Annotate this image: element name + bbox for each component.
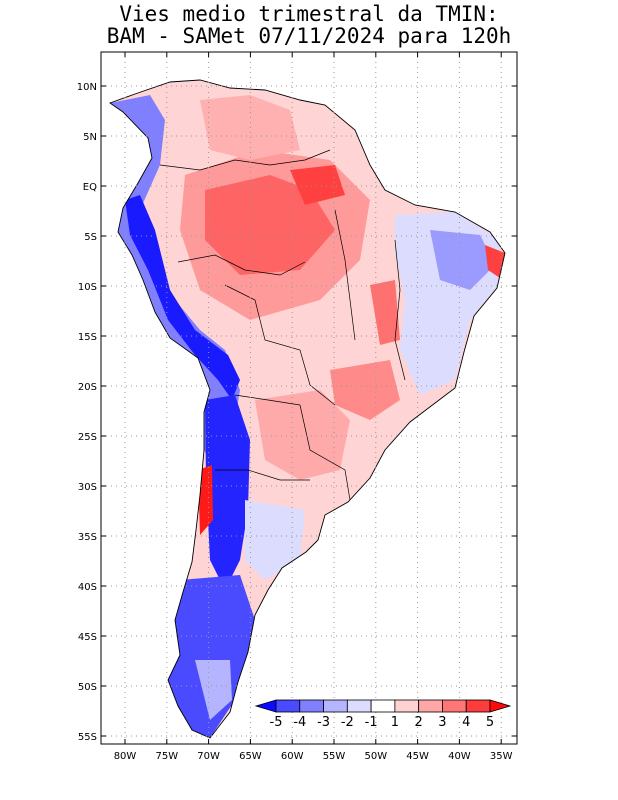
colorbar-box	[346, 699, 372, 713]
axis-ticks	[101, 52, 517, 744]
cool-bias-patagonia	[168, 575, 255, 738]
lat-tick-label: 40S	[78, 582, 97, 593]
map-gridlines	[101, 52, 517, 744]
colorbar-box	[394, 699, 420, 713]
colorbar-box	[299, 699, 324, 713]
colorbar-box	[370, 699, 396, 713]
lat-tick-label: 55S	[78, 732, 97, 743]
lat-tick-label: 25S	[78, 432, 97, 443]
peak-warm-bias-north	[290, 165, 345, 205]
colorbar-label: -3	[317, 715, 330, 730]
lon-tick-label: 40W	[448, 751, 471, 762]
latitude-labels: 10N 5N EQ 5S 10S 15S 20S 25S 30S 35S 40S 45S 50S 55S	[77, 82, 97, 743]
lat-tick-label: 50S	[78, 682, 97, 693]
strong-warm-bias-amazon	[205, 175, 335, 275]
colorbar-label: -2	[341, 715, 354, 730]
lon-tick-label: 65W	[239, 751, 262, 762]
south-america-landmass	[109, 79, 506, 739]
warm-bias-ne-coast	[485, 245, 505, 278]
mild-bias-pampas	[245, 500, 305, 580]
lon-tick-label: 35W	[490, 751, 513, 762]
lat-tick-label: 15S	[78, 332, 97, 343]
colorbar-box	[465, 699, 491, 713]
colorbar-box	[418, 699, 443, 713]
lon-tick-label: 70W	[197, 751, 220, 762]
lat-tick-label: 5S	[84, 232, 97, 243]
colorbar-label: 1	[391, 715, 399, 730]
warm-bias-tocantins	[370, 280, 400, 345]
lat-tick-label: 45S	[78, 632, 97, 643]
cool-bias-andes-north	[110, 95, 240, 470]
colorbar-label: 4	[462, 715, 470, 730]
strong-cool-bias-chile	[205, 395, 250, 590]
colorbar-box	[442, 699, 467, 713]
warm-bias-central-chile	[198, 465, 213, 535]
colorbar-label: 3	[438, 715, 446, 730]
colorbar-arrow-high	[489, 699, 512, 713]
lat-tick-label: 5N	[83, 132, 97, 143]
lat-tick-label: 35S	[78, 532, 97, 543]
map-title-line2: BAM - SAMet 07/11/2024 para 120h	[106, 24, 512, 48]
mild-cool-bias-south-patagonia	[195, 660, 232, 720]
colorbar-label: -5	[270, 715, 283, 730]
lon-tick-label: 60W	[281, 751, 304, 762]
colorbar-box	[275, 699, 301, 713]
colorbar-label: -4	[293, 715, 306, 730]
lat-tick-label: 20S	[78, 382, 97, 393]
lat-tick-label: 30S	[78, 482, 97, 493]
longitude-labels: 80W 75W 70W 65W 60W 55W 50W 45W 40W 35W	[114, 751, 513, 762]
lon-tick-label: 50W	[364, 751, 387, 762]
cool-bias-northeast-core	[430, 230, 495, 290]
lon-tick-label: 55W	[323, 751, 346, 762]
lon-tick-label: 45W	[406, 751, 429, 762]
lon-tick-label: 75W	[155, 751, 178, 762]
colorbar-label: -1	[365, 715, 378, 730]
colorbar-label: 5	[486, 715, 494, 730]
warm-bias-southeast-brazil	[330, 360, 400, 420]
warm-bias-paraguay	[255, 390, 350, 480]
lat-tick-label: 10S	[78, 282, 97, 293]
strong-cool-bias-andes	[125, 195, 240, 400]
colorbar-box	[323, 699, 348, 713]
colorbar-label: 2	[415, 715, 423, 730]
colorbar: -5 -4 -3 -2 -1 1 2 3 4 5	[254, 699, 512, 730]
map-title-line1: Vies medio trimestral da TMIN:	[119, 2, 499, 26]
coastline	[109, 79, 506, 739]
lat-tick-label: EQ	[83, 182, 97, 193]
lon-tick-label: 80W	[114, 751, 137, 762]
lat-tick-label: 10N	[77, 82, 97, 93]
